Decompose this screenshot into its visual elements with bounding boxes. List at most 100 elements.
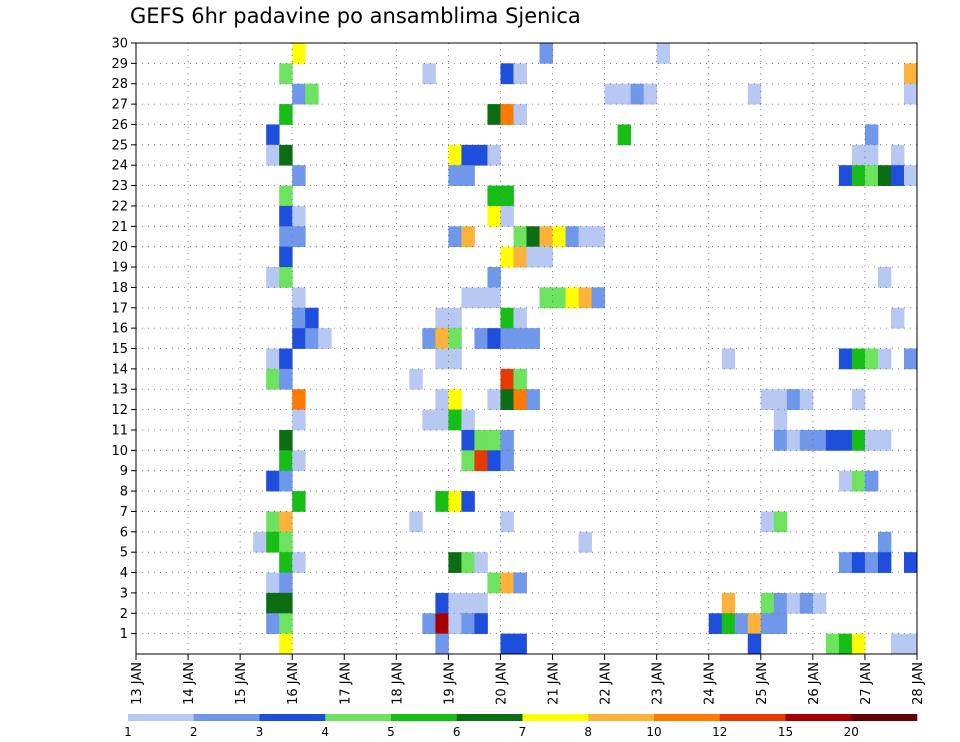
heatmap-cell xyxy=(422,328,436,349)
heatmap-cell xyxy=(448,389,462,410)
heatmap-cell xyxy=(409,511,423,533)
heatmap-cell xyxy=(851,429,866,451)
heatmap-cell xyxy=(292,287,306,309)
heatmap-cell xyxy=(513,307,527,329)
heatmap-cell xyxy=(591,226,605,248)
heatmap-cell xyxy=(838,348,853,370)
heatmap-cell xyxy=(786,592,801,614)
heatmap-cell xyxy=(279,572,293,594)
heatmap-cell xyxy=(474,552,488,573)
y-tick-label: 24 xyxy=(111,159,128,174)
x-tick-label: 23 JAN xyxy=(651,662,666,705)
heatmap-cell xyxy=(461,613,475,635)
heatmap-cell xyxy=(721,592,736,614)
heatmap-cell xyxy=(500,511,514,533)
heatmap-cell xyxy=(851,633,866,655)
heatmap-cell xyxy=(448,409,462,431)
x-tick-label: 14 JAN xyxy=(182,662,197,705)
heatmap-cell xyxy=(903,633,918,655)
heatmap-cell xyxy=(487,429,501,451)
heatmap-cell xyxy=(435,613,449,635)
heatmap-cell xyxy=(474,287,488,309)
colorbar-swatch xyxy=(391,714,458,721)
heatmap-cell xyxy=(279,470,293,492)
heatmap-cell xyxy=(435,592,449,614)
y-tick-label: 17 xyxy=(111,301,128,316)
heatmap-cell xyxy=(474,144,488,166)
heatmap-cell xyxy=(526,328,540,349)
heatmap-cell xyxy=(890,307,905,329)
heatmap-cell xyxy=(500,633,514,655)
heatmap-cell xyxy=(279,613,293,635)
heatmap-cell xyxy=(773,511,788,533)
heatmap-cell xyxy=(552,287,566,309)
heatmap-cell xyxy=(630,83,645,105)
heatmap-cell xyxy=(721,613,736,635)
heatmap-cell xyxy=(461,450,475,472)
colorbar-label: 7 xyxy=(519,725,527,739)
heatmap-cell xyxy=(435,307,449,329)
heatmap-cell xyxy=(877,165,892,186)
heatmap-cell xyxy=(461,226,475,248)
heatmap-cell xyxy=(266,124,280,146)
heatmap-cell xyxy=(773,429,788,451)
heatmap-cell xyxy=(279,246,293,268)
heatmap-cell xyxy=(526,226,540,248)
heatmap-cell xyxy=(838,470,853,492)
heatmap-cell xyxy=(279,104,293,125)
heatmap-cell xyxy=(266,348,280,370)
heatmap-cell xyxy=(279,205,293,227)
heatmap-cell xyxy=(292,205,306,227)
heatmap-cell xyxy=(903,83,918,105)
y-tick-label: 21 xyxy=(111,220,128,235)
heatmap-cell xyxy=(448,348,462,370)
x-tick-label: 28 JAN xyxy=(911,662,926,705)
y-tick-label: 16 xyxy=(111,322,128,337)
heatmap-cell xyxy=(500,185,514,207)
heatmap-cell xyxy=(851,348,866,370)
x-tick-label: 27 JAN xyxy=(859,662,874,705)
heatmap-cell xyxy=(461,429,475,451)
y-tick-label: 9 xyxy=(120,464,128,479)
colorbar-label: 1 xyxy=(124,725,132,739)
heatmap-cell xyxy=(292,491,306,512)
colorbar-label: 10 xyxy=(646,725,661,739)
y-tick-label: 27 xyxy=(111,98,128,113)
y-tick-label: 20 xyxy=(111,240,128,255)
heatmap-cell xyxy=(565,226,579,248)
heatmap-cell xyxy=(526,246,540,268)
heatmap-cell xyxy=(292,226,306,248)
heatmap-cell xyxy=(500,246,514,268)
y-tick-label: 14 xyxy=(111,362,128,377)
heatmap-cell xyxy=(513,246,527,268)
heatmap-cell xyxy=(266,511,280,533)
colorbar-label: 2 xyxy=(190,725,198,739)
heatmap-cell xyxy=(513,328,527,349)
heatmap-cell xyxy=(422,409,436,431)
heatmap-cell xyxy=(435,491,449,512)
heatmap-cell xyxy=(292,389,306,410)
colorbar-label: 6 xyxy=(453,725,461,739)
x-tick-label: 22 JAN xyxy=(599,662,614,705)
heatmap-cell xyxy=(799,592,814,614)
heatmap-cell xyxy=(812,592,827,614)
heatmap-cell xyxy=(279,185,293,207)
y-tick-label: 22 xyxy=(111,199,128,214)
colorbar-swatch xyxy=(654,714,721,721)
colorbar-swatch xyxy=(522,714,589,721)
heatmap-cell xyxy=(877,531,892,553)
colorbar-label: 15 xyxy=(778,725,793,739)
heatmap-cell xyxy=(279,511,293,533)
heatmap-cell xyxy=(864,429,879,451)
heatmap-cell xyxy=(448,165,462,186)
x-tick-label: 13 JAN xyxy=(130,662,145,705)
heatmap-cell xyxy=(851,552,866,573)
heatmap-cell xyxy=(448,491,462,512)
heatmap-cell xyxy=(799,389,814,410)
colorbar-label: 5 xyxy=(387,725,395,739)
y-tick-label: 10 xyxy=(111,444,128,459)
heatmap-cell xyxy=(279,368,293,390)
heatmap-cell xyxy=(617,124,632,146)
heatmap-cell xyxy=(877,348,892,370)
